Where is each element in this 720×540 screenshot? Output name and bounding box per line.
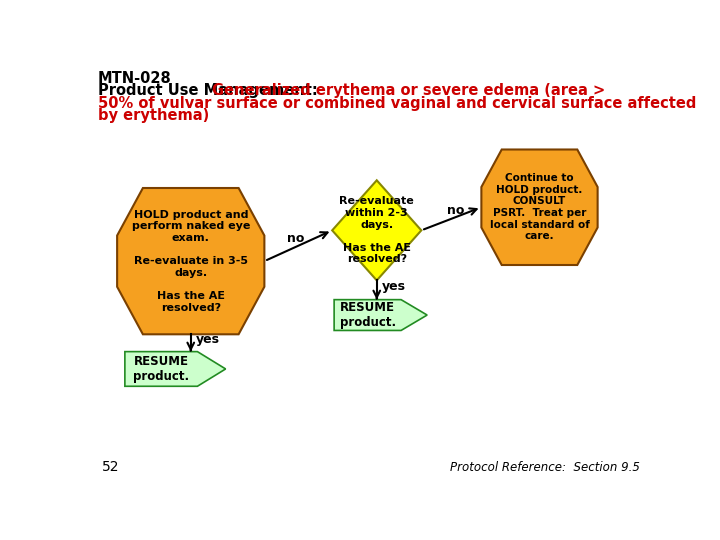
Polygon shape bbox=[117, 188, 264, 334]
Text: yes: yes bbox=[195, 333, 220, 346]
Polygon shape bbox=[332, 180, 421, 280]
Text: 50% of vulvar surface or combined vaginal and cervical surface affected: 50% of vulvar surface or combined vagina… bbox=[98, 96, 696, 111]
Text: Protocol Reference:  Section 9.5: Protocol Reference: Section 9.5 bbox=[451, 462, 640, 475]
Text: MTN-028: MTN-028 bbox=[98, 71, 171, 86]
Text: Product Use Management:: Product Use Management: bbox=[98, 83, 328, 98]
Text: Continue to
HOLD product.
CONSULT
PSRT.  Treat per
local standard of
care.: Continue to HOLD product. CONSULT PSRT. … bbox=[490, 173, 590, 241]
Text: 52: 52 bbox=[102, 461, 119, 475]
Text: by erythema): by erythema) bbox=[98, 108, 209, 123]
Text: no: no bbox=[447, 204, 465, 217]
Text: RESUME
product.: RESUME product. bbox=[340, 301, 396, 329]
Polygon shape bbox=[334, 300, 427, 330]
Polygon shape bbox=[125, 352, 225, 386]
Text: HOLD product and
perform naked eye
exam.

Re-evaluate in 3-5
days.

Has the AE
r: HOLD product and perform naked eye exam.… bbox=[132, 210, 250, 313]
Text: Re-evaluate
within 2-3
days.

Has the AE
resolved?: Re-evaluate within 2-3 days. Has the AE … bbox=[339, 197, 414, 265]
Text: no: no bbox=[287, 232, 304, 245]
Polygon shape bbox=[482, 150, 598, 265]
Text: yes: yes bbox=[382, 280, 405, 293]
Text: Generalized erythema or severe edema (area >: Generalized erythema or severe edema (ar… bbox=[212, 83, 606, 98]
Text: RESUME
product.: RESUME product. bbox=[133, 355, 189, 383]
